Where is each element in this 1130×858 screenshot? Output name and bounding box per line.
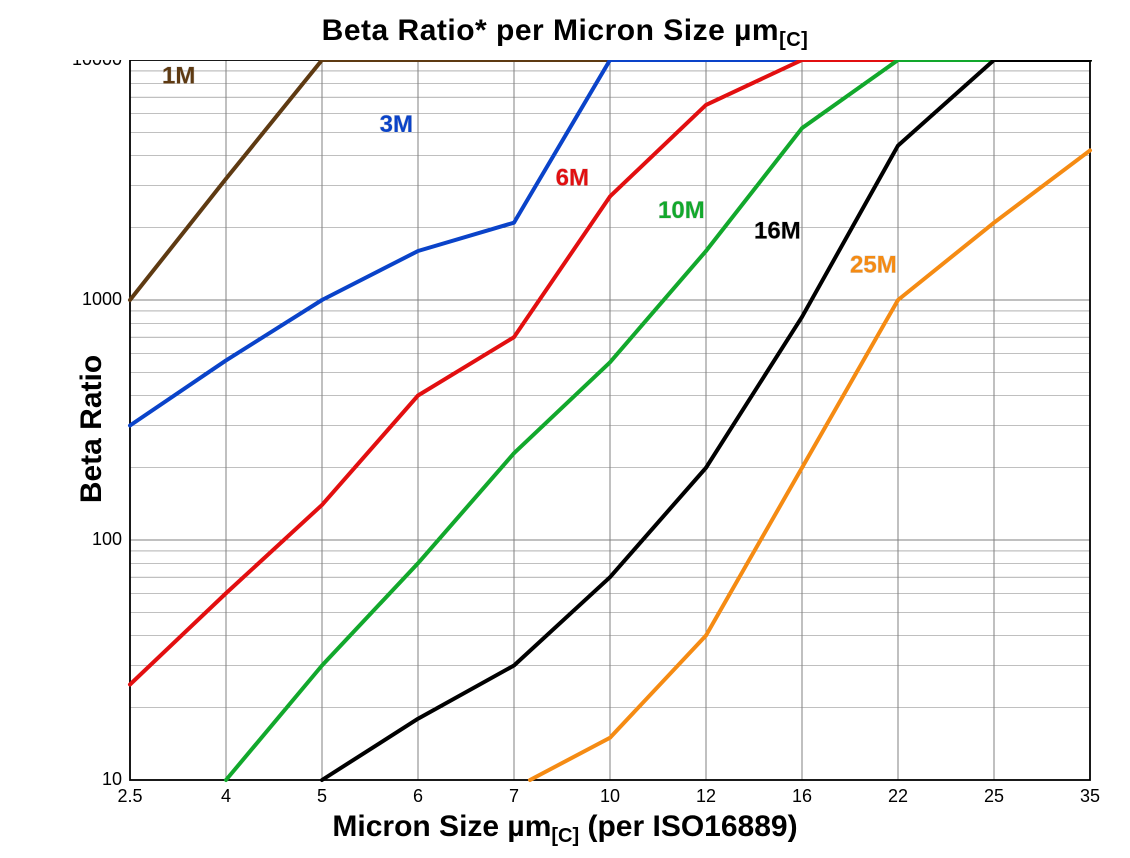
x-tick-label: 25 [984,786,1004,806]
series-label: 10M [658,197,705,224]
chart-container: Beta Ratio* per Micron Size µm[C] Beta R… [0,0,1130,858]
y-tick-label: 1000 [82,289,122,309]
x-tick-label: 35 [1080,786,1100,806]
series-label: 16M [754,218,801,245]
x-tick-label: 6 [413,786,423,806]
series-line [530,150,1090,780]
series-label: 3M [380,111,413,138]
x-tick-label: 16 [792,786,812,806]
y-tick-label: 100 [92,529,122,549]
x-tick-label: 22 [888,786,908,806]
x-tick-label: 5 [317,786,327,806]
x-tick-label: 12 [696,786,716,806]
x-axis-label: Micron Size µm[C] (per ISO16889) [0,810,1130,844]
chart-plot: 2.5 4 5 6 7 10 12 16 22 25 35 10 100 1000 10000 1M 3M 6M 1… [70,60,1110,830]
x-tick-label: 10 [600,786,620,806]
series-line [226,60,1090,780]
series-label: 25M [850,252,897,279]
y-tick-label: 10 [102,769,122,789]
chart-title: Beta Ratio* per Micron Size µm[C] [0,14,1130,48]
x-tick-label: 2.5 [117,786,142,806]
x-tick-label: 7 [509,786,519,806]
y-tick-label: 10000 [72,60,122,69]
series-label: 6M [556,164,589,191]
x-tick-label: 4 [221,786,231,806]
series-label: 1M [162,62,195,89]
